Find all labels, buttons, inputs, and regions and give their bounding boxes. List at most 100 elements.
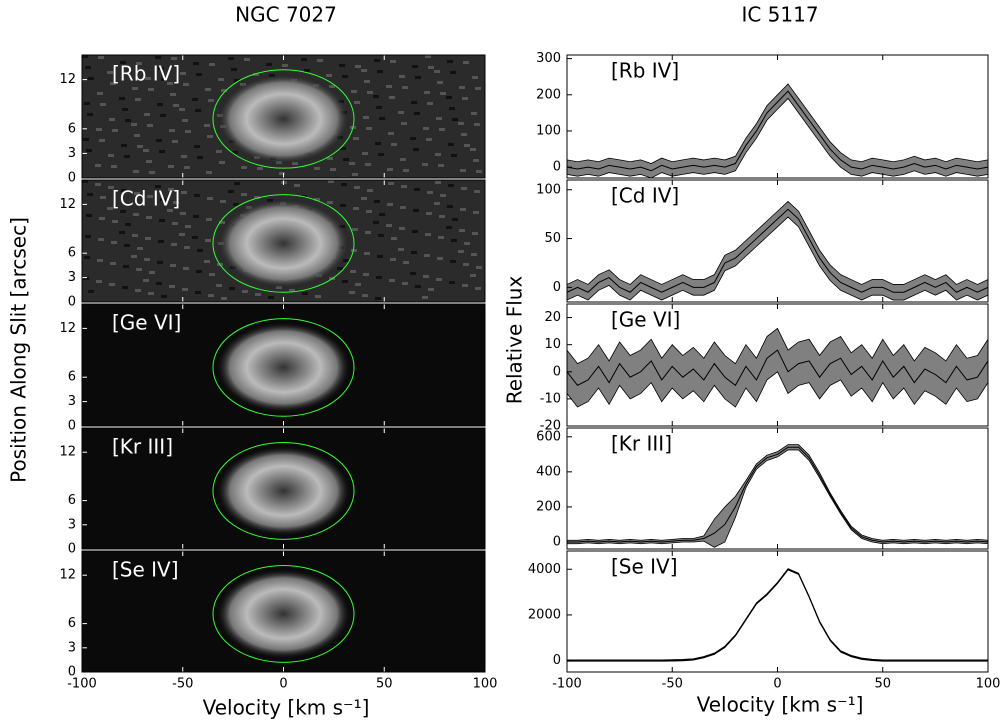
noise xyxy=(375,142,381,145)
panel-label: [Rb IV] xyxy=(112,62,180,86)
noise xyxy=(378,153,384,156)
x-tick-label: 0 xyxy=(279,677,287,692)
y-tick-label: 200 xyxy=(536,87,561,102)
error-band xyxy=(566,200,989,301)
noise xyxy=(184,246,190,249)
noise xyxy=(161,295,167,298)
noise xyxy=(450,71,456,74)
noise xyxy=(207,135,213,138)
noise xyxy=(352,173,358,176)
noise xyxy=(197,249,203,252)
noise xyxy=(122,286,128,289)
noise xyxy=(133,170,139,173)
noise xyxy=(100,103,106,106)
noise xyxy=(415,76,421,79)
y-tick-label: 0 xyxy=(553,160,561,175)
noise xyxy=(460,208,466,211)
noise xyxy=(398,248,404,251)
noise xyxy=(399,75,405,78)
noise xyxy=(220,200,226,203)
noise xyxy=(366,127,372,130)
noise xyxy=(193,215,199,218)
y-tick-label: 100 xyxy=(536,123,561,138)
noise xyxy=(448,143,454,146)
noise xyxy=(84,256,90,259)
x-tick-label: 100 xyxy=(473,677,498,692)
y-tick-label: 6 xyxy=(68,493,76,508)
noise xyxy=(123,265,129,268)
noise xyxy=(472,232,478,235)
noise xyxy=(124,155,130,158)
panel-frame xyxy=(566,303,989,427)
panel-frame xyxy=(81,550,486,673)
noise xyxy=(119,231,125,234)
noise xyxy=(135,289,141,292)
noise xyxy=(132,87,138,90)
noise xyxy=(85,235,91,238)
noise xyxy=(459,86,465,89)
noise xyxy=(185,130,191,133)
noise xyxy=(268,296,274,299)
noise xyxy=(221,89,227,92)
noise xyxy=(446,226,452,229)
noise xyxy=(228,190,234,193)
noise xyxy=(180,212,186,215)
noise xyxy=(136,62,142,65)
noise xyxy=(172,222,178,225)
noise xyxy=(160,114,166,117)
error-band xyxy=(566,444,989,548)
noise xyxy=(364,252,370,255)
noise xyxy=(304,69,310,72)
y-tick-label: 3 xyxy=(68,640,76,655)
noise xyxy=(447,60,453,63)
noise xyxy=(137,247,143,250)
y-tick-label: 0 xyxy=(553,280,561,295)
panel-label: [Cd IV] xyxy=(112,187,180,211)
noise xyxy=(343,259,349,262)
panel-frame xyxy=(566,179,989,303)
noise xyxy=(96,128,102,131)
noise xyxy=(476,170,482,173)
noise xyxy=(474,123,480,126)
noise xyxy=(424,91,430,94)
noise xyxy=(110,262,116,265)
noise xyxy=(389,96,395,99)
noise xyxy=(133,213,139,216)
y-tick-label: 3 xyxy=(68,270,76,285)
noise xyxy=(195,109,201,112)
noise xyxy=(342,75,348,78)
noise xyxy=(109,118,115,121)
noise xyxy=(120,210,126,213)
panel-frame xyxy=(81,427,486,550)
noise xyxy=(452,218,458,221)
noise xyxy=(451,154,457,157)
noise xyxy=(146,216,152,219)
noise xyxy=(84,102,90,105)
noise xyxy=(86,214,92,217)
noise xyxy=(242,290,248,293)
noise xyxy=(173,104,179,107)
noise xyxy=(110,82,116,85)
left-x-label: Velocity [km s⁻¹] xyxy=(203,696,370,720)
noise xyxy=(413,148,419,151)
noise xyxy=(476,266,482,269)
y-tick-label: 3 xyxy=(68,394,76,409)
noise xyxy=(83,138,89,141)
noise xyxy=(446,96,452,99)
panel-label: [Ge VI] xyxy=(611,308,680,332)
noise xyxy=(144,113,150,116)
y-tick-label: 2000 xyxy=(528,607,561,622)
noise xyxy=(229,287,235,290)
noise xyxy=(82,180,88,183)
left-title: NGC 7027 xyxy=(235,3,337,27)
noise xyxy=(462,284,468,287)
noise xyxy=(155,56,161,59)
panel-label: [Rb IV] xyxy=(611,59,679,83)
noise xyxy=(241,193,247,196)
y-tick-label: 0 xyxy=(553,364,561,379)
noise xyxy=(209,63,215,66)
noise xyxy=(428,288,434,291)
noise xyxy=(167,82,173,85)
noise xyxy=(449,107,455,110)
flux-line xyxy=(567,568,988,662)
